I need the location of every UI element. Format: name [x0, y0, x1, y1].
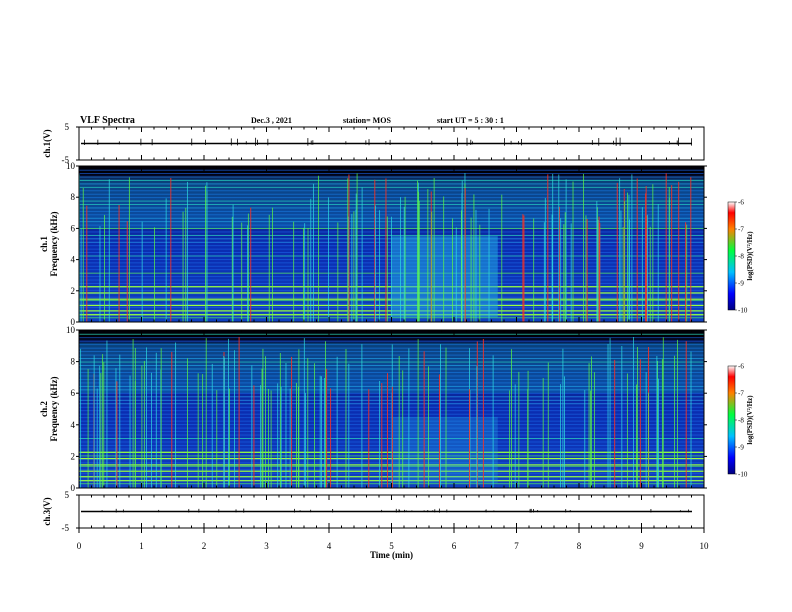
- y-axis-label: Frequency (kHz): [49, 211, 59, 276]
- channel-label: ch.2: [39, 401, 49, 417]
- panel-frame: [78, 165, 705, 323]
- y-tick-label: 5: [65, 122, 70, 132]
- x-tick-label: 9: [639, 541, 644, 551]
- y-tick-label: 4: [71, 420, 76, 430]
- station-label: station= MOS: [343, 116, 391, 125]
- date-label: Dec.3 , 2021: [251, 116, 292, 125]
- y-tick-label: -5: [62, 523, 70, 533]
- colorbar-tick-label: -7: [738, 390, 744, 398]
- y-tick-label: 4: [71, 255, 76, 265]
- colorbar-label: log(PSD)(V²/Hz): [746, 395, 754, 445]
- spectrogram-horizontal-bands: [79, 333, 704, 485]
- y-tick-label: 10: [66, 161, 76, 171]
- sferic-streaks: [80, 336, 692, 488]
- panel-frame: [78, 126, 705, 161]
- x-tick-label: 10: [700, 541, 710, 551]
- colorbar-tick-label: -9: [738, 444, 744, 452]
- colorbar: [727, 201, 736, 311]
- upper-emission-band: [79, 342, 704, 394]
- x-tick-label: 4: [327, 541, 332, 551]
- x-tick-label: 3: [264, 541, 269, 551]
- start-time-label: start UT = 5 : 30 : 1: [437, 116, 504, 125]
- y-tick-label: 6: [71, 223, 76, 233]
- y-axis-label: ch.1(V): [42, 129, 52, 157]
- colorbar-tick-label: -10: [738, 471, 748, 479]
- colorbar-tick-label: -6: [738, 199, 744, 207]
- ch3-waveform-panel: 5 -5 ch.3(V) 0 1 2 3 4 5 6 7 8 9 10 Time (min): [42, 490, 709, 560]
- x-axis-label: Time (min): [370, 550, 413, 560]
- colorbar-tick-label: -10: [738, 307, 748, 315]
- y-axis-label: ch.3(V): [42, 497, 52, 525]
- y-axis-label: Frequency (kHz): [49, 376, 59, 441]
- y-tick-label: 8: [71, 357, 76, 367]
- colorbar-tick-label: -7: [738, 226, 744, 234]
- y-tick-label: 5: [65, 490, 70, 500]
- y-tick-label: 8: [71, 192, 76, 202]
- colorbar: [727, 365, 736, 475]
- colorbar-tick-label: -9: [738, 280, 744, 288]
- y-tick-label: 2: [71, 451, 76, 461]
- sferic-streaks: [79, 173, 692, 322]
- y-tick-label: 0: [71, 483, 76, 493]
- enhanced-emission-block: [391, 416, 498, 484]
- x-tick-label: 1: [139, 541, 144, 551]
- ch2-spectrogram-panel: 0 2 4 6 8 10 ch.2 Frequency (kHz) -6 -7 -8 -9 -10 log…: [39, 325, 754, 493]
- y-tick-label: 10: [66, 325, 76, 335]
- colorbar-label: log(PSD)(V²/Hz): [746, 231, 754, 281]
- enhanced-emission-block: [391, 236, 498, 318]
- x-tick-label: 8: [577, 541, 582, 551]
- x-tick-label: 5: [389, 541, 394, 551]
- colorbar-tick-label: -6: [738, 363, 744, 371]
- x-tick-label: 0: [77, 541, 82, 551]
- ch1-spectrogram-panel: 0 2 4 6 8 10 ch.1 Frequency (kHz) -6 -7 -8 -9 -10 log…: [39, 161, 754, 327]
- spectrogram-background: [79, 330, 704, 488]
- y-tick-label: 6: [71, 388, 76, 398]
- x-tick-label: 2: [202, 541, 207, 551]
- y-tick-label: 2: [71, 286, 76, 296]
- x-tick-label: 7: [514, 541, 519, 551]
- x-tick-label: 6: [452, 541, 457, 551]
- y-tick-label: -5: [62, 155, 70, 165]
- channel-label: ch.1: [39, 236, 49, 252]
- figure-title: VLF Spectra: [80, 115, 135, 126]
- ch1-waveform-panel: 5 -5 ch.1(V): [42, 122, 705, 165]
- y-tick-label: 0: [71, 317, 76, 327]
- colorbar-tick-label: -8: [738, 253, 744, 261]
- colorbar-tick-label: -8: [738, 417, 744, 425]
- panel-frame: [78, 329, 705, 489]
